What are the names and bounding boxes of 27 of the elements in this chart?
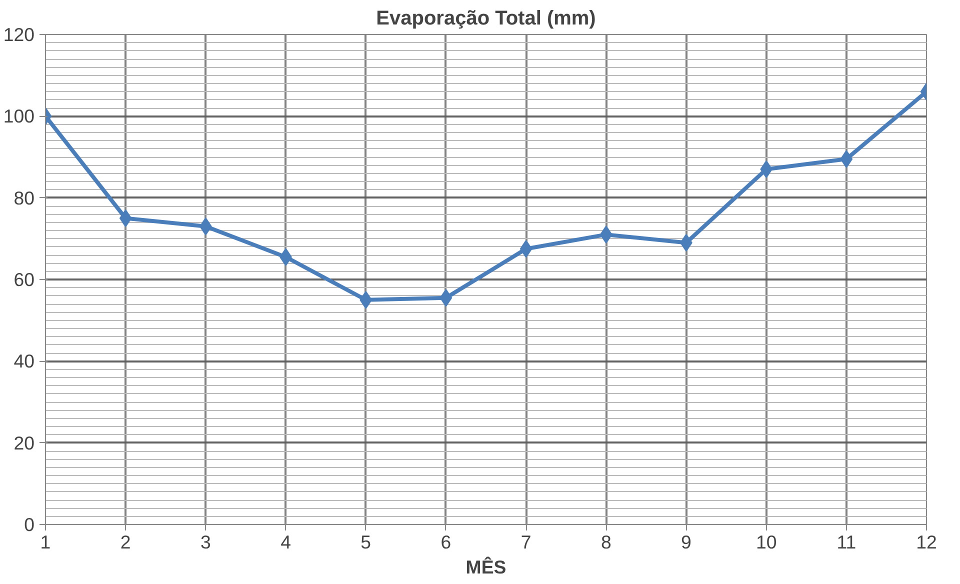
x-tick-label: 9 <box>681 532 692 552</box>
y-tick-label: 100 <box>3 106 35 127</box>
y-tick-label: 120 <box>3 24 35 45</box>
y-tick-label: 20 <box>14 432 35 454</box>
x-tick-label: 5 <box>360 532 372 552</box>
point <box>520 240 532 258</box>
y-tick-label: 60 <box>14 269 35 290</box>
point <box>360 290 372 309</box>
x-tick-label: 2 <box>120 532 131 552</box>
x-tick-label: 7 <box>520 532 532 552</box>
point <box>440 288 452 307</box>
y-tick-label: 40 <box>14 350 35 372</box>
point <box>600 226 612 244</box>
x-tick-label: 4 <box>280 532 291 552</box>
y-tick-label: 0 <box>24 514 35 535</box>
x-tick-label: 1 <box>40 532 51 552</box>
y-tick-label: 80 <box>14 187 35 208</box>
x-tick-label: 8 <box>600 532 612 552</box>
point <box>119 209 132 228</box>
x-tick-label: 12 <box>916 532 937 552</box>
x-tick-label: 11 <box>836 532 856 552</box>
x-tick-label: 10 <box>756 532 777 552</box>
point <box>840 150 853 168</box>
chart-title: Evaporação Total (mm) <box>376 8 596 30</box>
x-axis-title: MÊS <box>466 556 506 578</box>
x-tick-label: 6 <box>440 532 452 552</box>
x-tick-label: 3 <box>200 532 211 552</box>
